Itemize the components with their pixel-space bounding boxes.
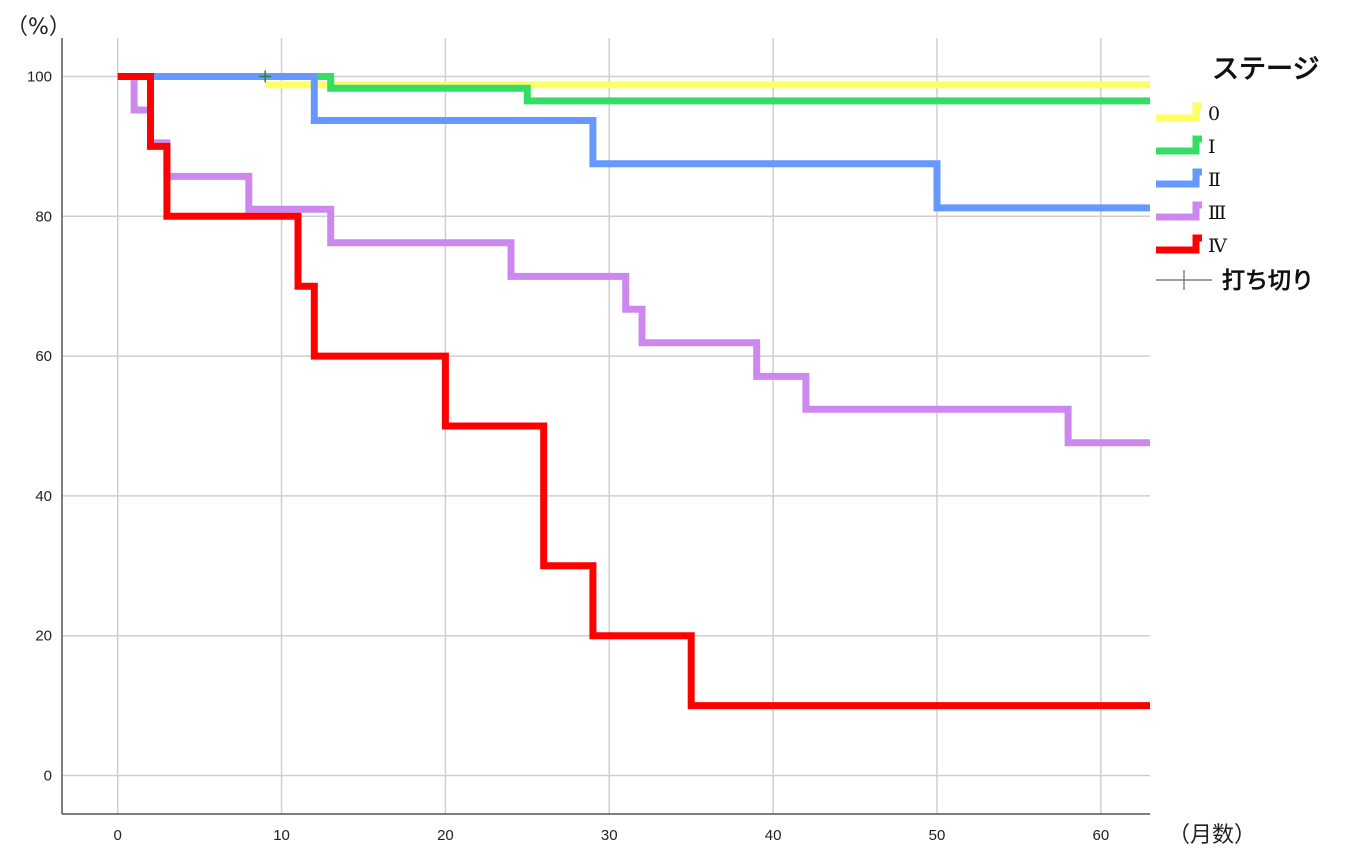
series-line-1 [117, 73, 1150, 105]
y-tick-label: 40 [35, 488, 52, 505]
legend-label-0: 0 [1208, 103, 1220, 125]
legend-swatch-4 [1156, 234, 1202, 254]
series-line-2 [117, 73, 1150, 212]
series-line-4 [117, 73, 1150, 710]
grid [62, 38, 1150, 814]
legend-label-2: Ⅱ [1208, 169, 1221, 191]
y-axis-unit: （%） [6, 15, 71, 40]
x-tick-label: 40 [765, 827, 782, 844]
x-tick-label: 0 [114, 827, 122, 844]
y-tick-label: 60 [35, 348, 52, 365]
axes: 0 10 20 30 40 50 60 0 20 40 60 80 100 [27, 38, 1150, 844]
y-tick-label: 0 [44, 768, 52, 785]
x-tick-label: 60 [1092, 827, 1109, 844]
x-tick-label: 30 [601, 827, 618, 844]
legend-swatch-1 [1156, 135, 1202, 155]
series-line-3 [117, 73, 1150, 447]
legend-label-1: Ⅰ [1208, 136, 1216, 158]
x-tick-label: 50 [929, 827, 946, 844]
legend: 0 Ⅰ Ⅱ Ⅲ Ⅳ 打ち切り [1156, 102, 1314, 294]
legend-label-4: Ⅳ [1208, 235, 1228, 257]
x-axis-unit: （月数） [1168, 823, 1256, 848]
legend-label-3: Ⅲ [1208, 202, 1226, 224]
y-tick-label: 80 [35, 208, 52, 225]
x-tick-label: 20 [437, 827, 454, 844]
x-tick-label: 10 [273, 827, 290, 844]
legend-censor-label: 打ち切り [1222, 267, 1314, 294]
legend-swatch-2 [1156, 168, 1202, 188]
legend-swatch-3 [1156, 201, 1202, 221]
y-tick-label: 20 [35, 628, 52, 645]
y-tick-label: 100 [27, 68, 52, 85]
legend-swatch-0 [1156, 102, 1202, 122]
legend-title: ステージ [1212, 54, 1319, 85]
censor-marks [259, 70, 272, 83]
series-lines [117, 73, 1150, 710]
